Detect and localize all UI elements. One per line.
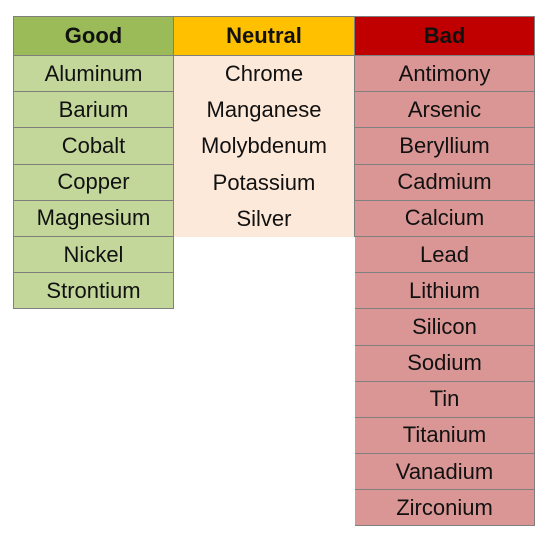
neutral-cell: Molybdenum (174, 128, 355, 165)
bad-cell: Antimony (355, 56, 535, 93)
neutral-cell: Manganese (174, 92, 355, 129)
neutral-cell: Silver (174, 200, 355, 237)
bad-cell: Beryllium (355, 128, 535, 165)
neutral-header: Neutral (174, 16, 355, 56)
good-cell: Strontium (13, 273, 174, 310)
bad-cell: Cadmium (355, 164, 535, 201)
bad-cell: Zirconium (355, 490, 535, 527)
bad-header: Bad (355, 16, 535, 56)
bad-cell: Arsenic (355, 92, 535, 129)
good-cell: Barium (13, 92, 174, 129)
good-cell: Cobalt (13, 128, 174, 165)
bad-cell: Vanadium (355, 454, 535, 491)
bad-column: Bad Antimony Arsenic Beryllium Cadmium C… (355, 16, 535, 527)
bad-cell: Silicon (355, 309, 535, 346)
good-cell: Aluminum (13, 56, 174, 93)
bad-cell: Sodium (355, 345, 535, 382)
bad-cell: Tin (355, 381, 535, 418)
bad-cell: Calcium (355, 200, 535, 237)
good-header: Good (13, 16, 174, 56)
bad-cell: Lithium (355, 273, 535, 310)
neutral-cell: Potassium (174, 164, 355, 201)
bad-cell: Lead (355, 236, 535, 274)
good-cell: Nickel (13, 236, 174, 274)
good-cell: Copper (13, 164, 174, 201)
neutral-cell: Chrome (174, 56, 355, 93)
good-cell: Magnesium (13, 200, 174, 237)
neutral-column: Neutral Chrome Manganese Molybdenum Pota… (174, 16, 355, 237)
good-column: Good Aluminum Barium Cobalt Copper Magne… (13, 16, 174, 310)
bad-cell: Titanium (355, 417, 535, 455)
